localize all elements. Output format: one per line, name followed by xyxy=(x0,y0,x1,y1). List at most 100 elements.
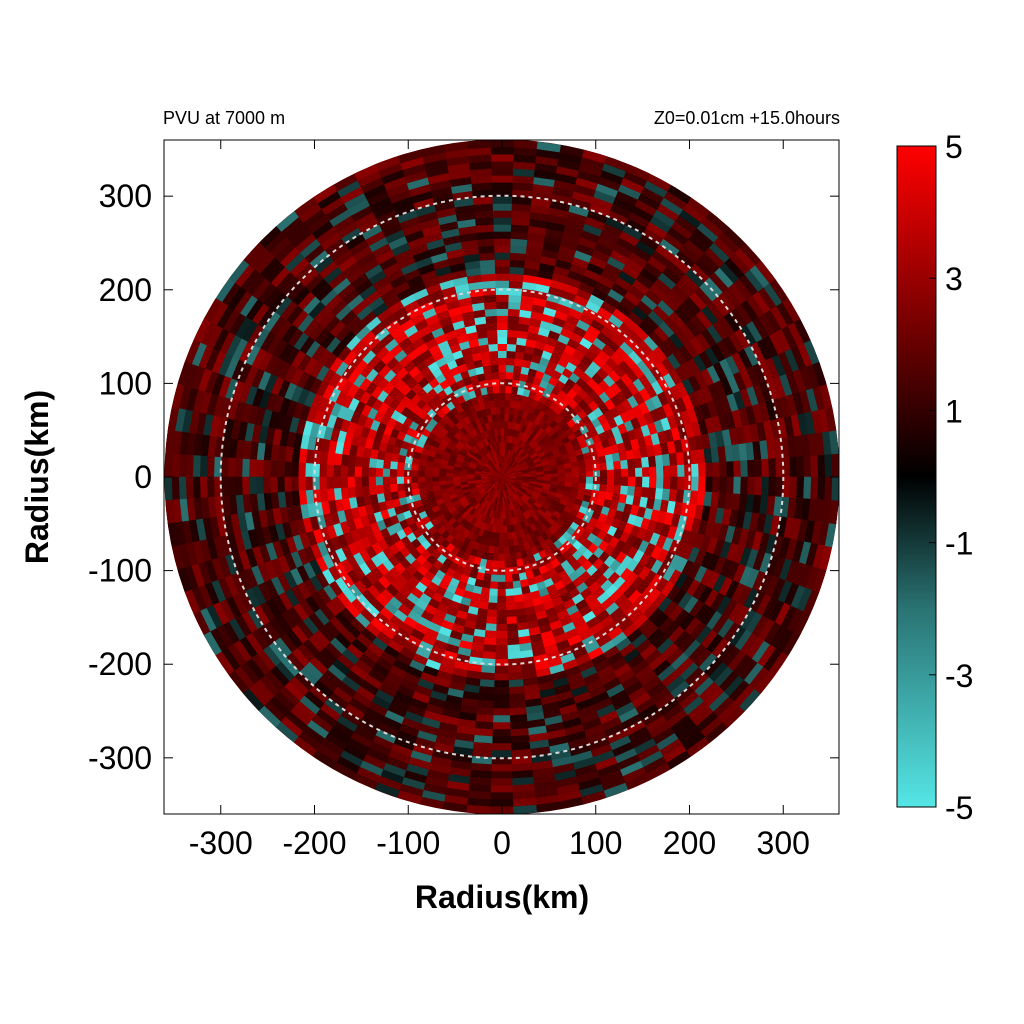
x-tick-label: -300 xyxy=(189,825,253,861)
field-cell xyxy=(488,350,499,359)
field-cell xyxy=(505,595,516,604)
field-cell xyxy=(241,476,250,496)
field-cell xyxy=(178,476,187,500)
field-cell xyxy=(297,476,306,492)
field-cell xyxy=(506,616,518,625)
x-tick-label: -100 xyxy=(376,825,440,861)
field-cell xyxy=(585,476,594,484)
colorbar-tick-label: 5 xyxy=(945,129,963,165)
field-cell xyxy=(831,453,839,478)
field-cell xyxy=(490,168,514,176)
field-cell xyxy=(550,476,559,482)
field-cell xyxy=(747,459,756,478)
field-cell xyxy=(375,484,384,495)
field-cell xyxy=(506,322,519,331)
field-cell xyxy=(494,273,510,281)
field-cell xyxy=(484,630,497,639)
field-cell xyxy=(431,466,440,473)
field-cell xyxy=(508,273,524,282)
field-cell xyxy=(491,182,513,190)
field-cell xyxy=(368,485,378,496)
field-cell xyxy=(494,259,510,267)
field-cell xyxy=(248,476,257,495)
field-cell xyxy=(754,458,763,478)
field-cell xyxy=(311,463,320,478)
field-cell xyxy=(417,470,426,478)
field-cell xyxy=(478,259,495,268)
field-cell xyxy=(507,637,520,646)
field-cell xyxy=(368,476,377,487)
field-cell xyxy=(493,252,511,260)
field-cell xyxy=(592,476,601,485)
field-cell xyxy=(178,454,187,478)
field-cell xyxy=(507,630,520,639)
field-cell xyxy=(508,280,523,289)
field-cell xyxy=(494,680,510,688)
field-cell xyxy=(220,457,229,478)
field-cell xyxy=(283,476,292,493)
field-cell xyxy=(486,329,498,338)
field-cell xyxy=(498,546,506,555)
field-cell xyxy=(495,532,501,541)
field-cell xyxy=(507,315,520,324)
field-cell xyxy=(485,559,494,569)
field-cell xyxy=(192,476,201,499)
field-cell xyxy=(775,457,784,478)
field-cell xyxy=(747,476,756,495)
field-cell xyxy=(571,471,580,478)
field-cell xyxy=(499,525,505,534)
field-cell xyxy=(705,461,714,478)
y-tick-label: -200 xyxy=(88,646,152,682)
colorbar-tick-label: -3 xyxy=(945,658,973,694)
field-cell xyxy=(662,464,672,478)
field-cell xyxy=(578,476,587,484)
field-cell xyxy=(505,357,515,366)
field-cell xyxy=(489,364,499,373)
field-cell xyxy=(662,476,672,490)
field-cell xyxy=(508,476,517,479)
field-cell xyxy=(492,560,500,569)
field-cell xyxy=(789,476,798,498)
field-cell xyxy=(620,459,629,470)
field-cell xyxy=(824,476,833,501)
colorbar-tick-label: 3 xyxy=(945,261,963,297)
field-cell xyxy=(483,573,493,583)
field-cell xyxy=(499,406,505,415)
field-cell xyxy=(492,736,512,744)
field-cell xyxy=(504,385,512,394)
x-tick-label: 0 xyxy=(493,825,511,861)
field-cell xyxy=(803,476,812,499)
field-cell xyxy=(481,658,496,667)
field-cell xyxy=(489,588,499,597)
field-cell xyxy=(487,343,498,352)
field-cell xyxy=(655,476,665,489)
field-cell xyxy=(564,476,573,483)
field-cell xyxy=(543,476,552,481)
field-cell xyxy=(498,399,506,408)
field-cell xyxy=(719,476,728,494)
x-tick-label: 200 xyxy=(663,825,716,861)
field-cell xyxy=(171,453,180,478)
field-cell xyxy=(389,461,398,471)
field-cell xyxy=(626,458,636,469)
field-cell xyxy=(497,371,507,380)
x-tick-label: 300 xyxy=(757,825,810,861)
field-cell xyxy=(396,461,405,471)
field-cell xyxy=(493,701,511,709)
field-cell xyxy=(824,453,833,478)
field-cell xyxy=(498,385,506,394)
field-cell xyxy=(368,467,377,478)
field-cell xyxy=(491,750,513,759)
field-cell xyxy=(361,485,371,497)
field-cell xyxy=(613,460,622,470)
field-cell xyxy=(490,574,499,583)
field-cell xyxy=(508,658,523,667)
field-cell xyxy=(304,476,313,492)
field-cell xyxy=(506,329,518,338)
field-cell xyxy=(480,672,496,681)
field-cell xyxy=(497,357,507,366)
field-cell xyxy=(513,804,538,814)
field-cell xyxy=(498,553,506,562)
field-cell xyxy=(493,694,511,702)
field-cell xyxy=(192,455,201,478)
